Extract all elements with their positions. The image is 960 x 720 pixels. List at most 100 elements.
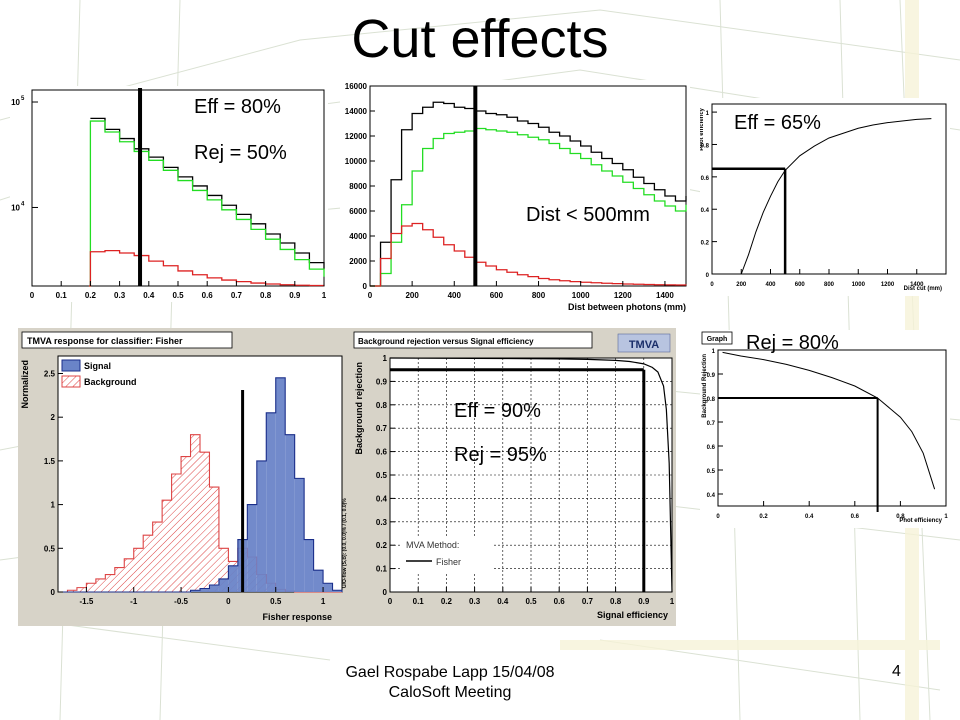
dist-y-tick-label: 4000 <box>349 232 367 241</box>
gamma-pt-y-tick-exp: 5 <box>21 96 25 102</box>
dist-y-tick-label: 10000 <box>345 157 368 166</box>
roc-y-tick-label: 0.4 <box>376 494 388 503</box>
dist-y-tick-label: 8000 <box>349 182 367 191</box>
graph-title-box <box>701 331 733 345</box>
fisher-signal-bin <box>323 583 333 592</box>
footer-meeting: CaloSoft Meeting <box>388 684 512 701</box>
gamma-pt-x-tick-label: 0.3 <box>114 291 126 300</box>
fisher-signal-bin <box>209 585 219 592</box>
gamma-pt-x-tick-label: 0.1 <box>56 291 68 300</box>
graph-rej-y-axis-label: Background Rejection <box>702 354 708 418</box>
fisher-signal-bin <box>200 588 210 592</box>
roc-y-tick-label: 0.8 <box>376 401 388 410</box>
dist-y-tick-label: 14000 <box>345 107 368 116</box>
phot-eff-x-tick-label: 0 <box>710 282 714 288</box>
gamma-pt-y-tick-label: 10 <box>11 203 20 212</box>
fisher-signal-bin <box>218 578 229 592</box>
fisher-x-tick-label: -0.5 <box>174 597 188 606</box>
gamma-pt-chart: 00.10.20.30.40.50.60.70.80.91105104Gamma… <box>11 88 327 302</box>
dist-series-0 <box>370 101 687 287</box>
roc-x-tick-label: 0.6 <box>554 597 566 606</box>
roc-y-tick-label: 0.1 <box>376 565 388 574</box>
fisher-background-bin <box>67 590 77 592</box>
fisher-background-bin <box>152 522 163 592</box>
gamma-pt-x-tick-label: 0.9 <box>289 291 301 300</box>
fisher-background-bin <box>143 535 153 592</box>
dist-y-tick-label: 12000 <box>345 132 368 141</box>
fisher-y-tick-label: 2.5 <box>44 369 56 378</box>
footer: Gael Rospabe Lapp 15/04/08 CaloSoft Meet… <box>310 663 590 703</box>
fisher-background-bin <box>124 558 134 592</box>
roc-y-tick-label: 0.6 <box>376 448 388 457</box>
annotation-pt-rej: Rej = 50% <box>194 142 287 164</box>
fisher-background-bin <box>105 574 115 592</box>
roc-legend-title: MVA Method: <box>406 540 459 550</box>
graph-rej-x-axis-label: Phot efficiency <box>899 518 942 524</box>
graph-rej-plot-frame <box>717 349 947 507</box>
gamma-pt-x-tick-label: 0.7 <box>231 291 243 300</box>
graph-rej-y-tick-label: 0.8 <box>707 397 716 403</box>
dist-x-tick-label: 600 <box>490 291 504 300</box>
fisher-background-bin <box>190 434 200 592</box>
phot-eff-x-tick-label: 1000 <box>852 282 866 288</box>
annotation-graph-rej: Rej = 80% <box>746 332 839 354</box>
fisher-background-bin <box>200 452 210 592</box>
fisher-background-bin <box>86 583 96 592</box>
fisher-signal-bin <box>285 434 295 592</box>
fisher-signal-outline <box>58 377 343 593</box>
fisher-signal-bin <box>332 590 342 592</box>
fisher-x-tick-label: 1 <box>321 597 326 606</box>
phot-eff-x-tick-label: 800 <box>824 282 835 288</box>
fisher-title-box <box>21 331 233 349</box>
graph-rej-y-tick-label: 0.7 <box>707 421 716 427</box>
graph-rej-y-tick-label: 0.6 <box>707 445 716 451</box>
phot-eff-y-tick-label: 0.8 <box>701 143 710 149</box>
gamma-pt-y-tick-exp: 4 <box>21 201 25 207</box>
tmva-logo-text: TMVA <box>629 339 659 351</box>
roc-title-box <box>353 331 593 349</box>
roc-y-tick-label: 0.5 <box>376 471 388 480</box>
graph-rej-x-tick-label: 0.8 <box>896 514 905 520</box>
gamma-pt-x-tick-label: 0.8 <box>260 291 272 300</box>
fisher-y-axis-label: Normalized <box>20 360 30 409</box>
dist-x-tick-label: 400 <box>448 291 462 300</box>
roc-panel: Background rejection versus Signal effic… <box>350 328 676 626</box>
roc-chart: Background rejection versus Signal effic… <box>353 331 675 620</box>
dist-x-tick-label: 200 <box>405 291 419 300</box>
fisher-background-bin <box>209 487 219 592</box>
dist-y-tick-label: 6000 <box>349 207 367 216</box>
phot-eff-y-axis-label: Phot efficiency <box>700 107 705 150</box>
phot-eff-x-tick-label: 600 <box>795 282 806 288</box>
phot-eff-panel: 0 200 400 600 800 1000 1200 1400 0 0.2 0.4 0.6 0.8 1 D… <box>700 98 950 296</box>
dist-series-2 <box>370 222 687 287</box>
annotation-fisher-eff: Eff = 90% <box>454 400 541 422</box>
dist-x-tick-label: 1000 <box>572 291 590 300</box>
dist-x-tick-label: 1200 <box>614 291 632 300</box>
dist-x-tick-label: 800 <box>532 291 546 300</box>
roc-y-tick-label: 0.9 <box>376 377 388 386</box>
graph-rej-y-tick-label: 0.9 <box>707 373 716 379</box>
annotation-dist-cut: Dist < 500mm <box>526 204 650 226</box>
dist-photons-panel: 0 200 400 600 800 1000 1200 1400 0 2000 4000 6000 80… <box>340 80 690 312</box>
fisher-signal-bin <box>256 460 267 592</box>
roc-x-tick-label: 0.2 <box>441 597 453 606</box>
fisher-signal-bin <box>228 565 238 592</box>
dist-x-tick-label: 1400 <box>656 291 674 300</box>
graph-rej-y-tick-label: 0.5 <box>707 469 716 475</box>
gamma-pt-series-1 <box>88 120 325 287</box>
roc-x-tick-label: 0.9 <box>638 597 650 606</box>
fisher-x-axis-label: Fisher response <box>262 612 332 622</box>
footer-author-date: Gael Rospabe Lapp 15/04/08 <box>345 664 555 681</box>
fisher-legend-background-swatch <box>61 375 81 388</box>
page-number: 4 <box>892 663 901 680</box>
fisher-panel: TMVA response for classifier: Fisher -1.5… <box>18 328 350 626</box>
gamma-pt-y-tick-label: 10 <box>11 98 20 107</box>
dist-y-tick-label: 0 <box>363 282 368 291</box>
fisher-legend-background: Background <box>84 377 137 387</box>
roc-y-tick-label: 0.2 <box>376 541 388 550</box>
fisher-background-bin <box>218 548 229 592</box>
dist-x-axis-label: Dist between photons (mm) <box>568 302 686 312</box>
fisher-y-tick-label: 0.5 <box>44 544 56 553</box>
fisher-background-bin <box>76 587 87 592</box>
graph-rej-x-tick-label: 0.2 <box>759 514 768 520</box>
